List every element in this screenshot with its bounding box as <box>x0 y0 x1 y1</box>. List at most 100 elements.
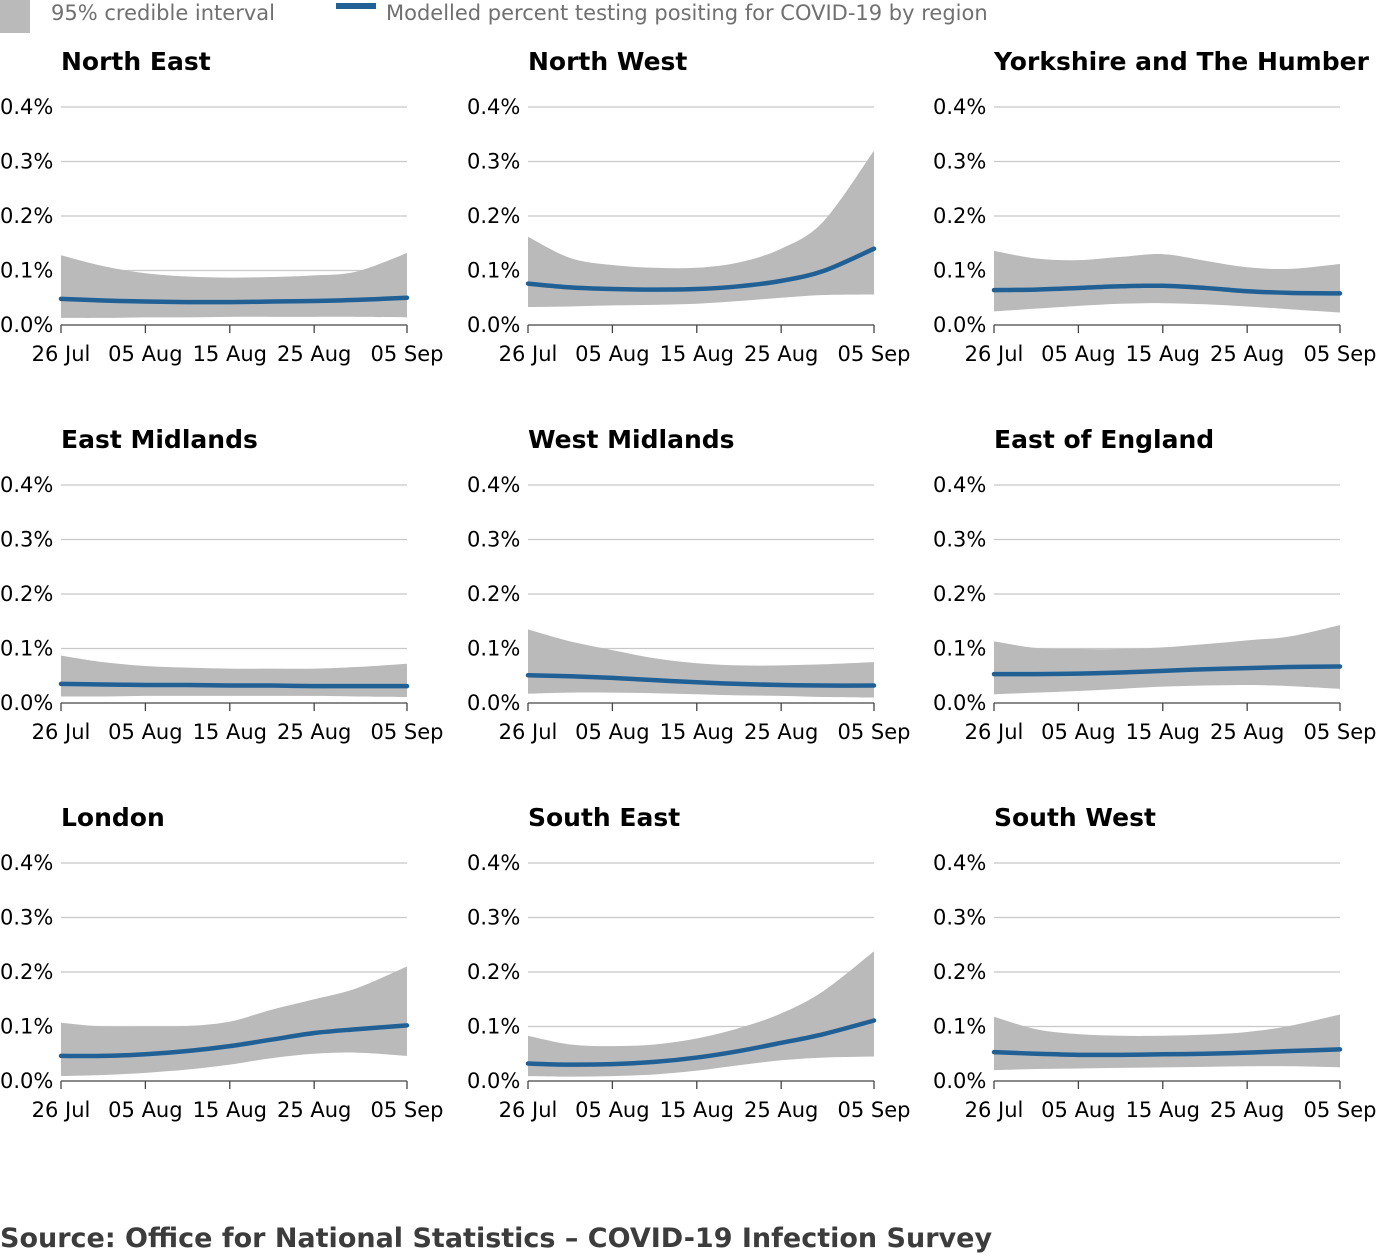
legend-band-swatch <box>0 0 30 33</box>
y-tick-label: 0.3% <box>0 528 53 552</box>
y-tick-label: 0.2% <box>933 582 986 606</box>
x-tick-label: 25 Aug <box>277 342 351 366</box>
y-tick-label: 0.2% <box>467 960 520 984</box>
y-tick-label: 0.3% <box>933 906 986 930</box>
credible-interval-band <box>528 629 874 698</box>
y-tick-label: 0.4% <box>467 473 520 497</box>
x-tick-label: 26 Jul <box>499 342 558 366</box>
x-tick-label: 26 Jul <box>32 1098 91 1122</box>
panel-title: London <box>61 803 165 832</box>
x-tick-label: 26 Jul <box>499 1098 558 1122</box>
x-tick-label: 05 Aug <box>108 720 182 744</box>
y-tick-label: 0.3% <box>933 150 986 174</box>
x-tick-label: 05 Sep <box>838 720 911 744</box>
credible-interval-band <box>994 625 1340 695</box>
modelled-line <box>58 1023 410 1059</box>
y-tick-label: 0.2% <box>933 960 986 984</box>
x-tick-label: 05 Sep <box>1304 720 1377 744</box>
x-tick-label: 25 Aug <box>1210 720 1284 744</box>
y-tick-label: 0.1% <box>0 1015 53 1039</box>
credible-interval-band <box>61 966 407 1077</box>
y-tick-label: 0.4% <box>933 473 986 497</box>
x-tick-label: 15 Aug <box>660 342 734 366</box>
panel-west-midlands: West Midlands 0.0% 0.1% 0.2% 0.3% 0.4% 26 Jul 0… <box>467 425 910 744</box>
y-tick-label: 0.0% <box>467 1069 520 1093</box>
x-tick-label: 26 Jul <box>32 342 91 366</box>
legend: 95% credible interval Modelled percent t… <box>0 0 988 33</box>
modelled-line <box>525 672 877 688</box>
panel-title: South West <box>994 803 1156 832</box>
x-tick-label: 25 Aug <box>744 720 818 744</box>
credible-interval-band <box>528 951 874 1077</box>
x-tick-label: 05 Sep <box>1304 1098 1377 1122</box>
x-tick-label: 05 Sep <box>371 342 444 366</box>
panel-title: North West <box>528 47 687 76</box>
y-tick-label: 0.3% <box>0 150 53 174</box>
x-tick-label: 05 Sep <box>371 720 444 744</box>
x-tick-label: 26 Jul <box>32 720 91 744</box>
x-tick-label: 15 Aug <box>193 720 267 744</box>
x-tick-label: 05 Aug <box>1041 342 1115 366</box>
x-tick-label: 25 Aug <box>277 720 351 744</box>
legend-line-swatch <box>336 3 376 9</box>
y-tick-label: 0.4% <box>933 851 986 875</box>
panels: North East 0.0% 0.1% 0.2% 0.3% 0.4% 26 Jul 05 A… <box>0 47 1376 1122</box>
panel-yorkshire-and-the-humber: Yorkshire and The Humber 0.0% 0.1% 0.2% 0.3%… <box>933 47 1376 366</box>
panel-title: West Midlands <box>528 425 735 454</box>
y-tick-label: 0.4% <box>0 851 53 875</box>
x-tick-label: 05 Aug <box>575 1098 649 1122</box>
y-tick-label: 0.2% <box>0 204 53 228</box>
panel-title: East of England <box>994 425 1214 454</box>
panel-east-of-england: East of England 0.0% 0.1% 0.2% 0.3% 0.4% 26 Ju… <box>933 425 1376 744</box>
y-tick-label: 0.4% <box>467 95 520 119</box>
y-tick-label: 0.1% <box>467 637 520 661</box>
panel-title: East Midlands <box>61 425 258 454</box>
modelled-line <box>58 295 410 305</box>
credible-interval-band <box>528 150 874 308</box>
modelled-line <box>991 1047 1343 1058</box>
y-tick-label: 0.0% <box>0 1069 53 1093</box>
x-tick-label: 15 Aug <box>193 1098 267 1122</box>
y-tick-label: 0.0% <box>933 313 986 337</box>
x-tick-label: 05 Aug <box>1041 1098 1115 1122</box>
x-tick-label: 25 Aug <box>744 342 818 366</box>
y-tick-label: 0.4% <box>0 473 53 497</box>
y-tick-label: 0.1% <box>933 637 986 661</box>
y-tick-label: 0.2% <box>933 204 986 228</box>
panel-north-west: North West 0.0% 0.1% 0.2% 0.3% 0.4% 26 Jul 05 A… <box>467 47 910 366</box>
x-tick-label: 05 Sep <box>838 1098 911 1122</box>
y-tick-label: 0.2% <box>0 582 53 606</box>
x-tick-label: 15 Aug <box>193 342 267 366</box>
x-tick-label: 05 Aug <box>1041 720 1115 744</box>
y-tick-label: 0.1% <box>0 259 53 283</box>
y-tick-label: 0.2% <box>467 204 520 228</box>
x-tick-label: 15 Aug <box>660 1098 734 1122</box>
x-tick-label: 26 Jul <box>965 342 1024 366</box>
legend-band-label: 95% credible interval <box>51 1 275 25</box>
x-tick-label: 26 Jul <box>499 720 558 744</box>
x-tick-label: 15 Aug <box>1126 720 1200 744</box>
y-tick-label: 0.2% <box>0 960 53 984</box>
modelled-line <box>991 283 1343 296</box>
y-tick-label: 0.0% <box>0 691 53 715</box>
y-tick-label: 0.2% <box>467 582 520 606</box>
y-tick-label: 0.1% <box>467 1015 520 1039</box>
y-tick-label: 0.0% <box>467 691 520 715</box>
panel-london: London 0.0% 0.1% 0.2% 0.3% 0.4% 26 Jul 05 Aug 15… <box>0 803 443 1122</box>
panel-title: North East <box>61 47 211 76</box>
y-tick-label: 0.4% <box>467 851 520 875</box>
x-tick-label: 05 Aug <box>108 1098 182 1122</box>
panel-title: Yorkshire and The Humber <box>993 47 1370 76</box>
y-tick-label: 0.0% <box>0 313 53 337</box>
x-tick-label: 15 Aug <box>1126 342 1200 366</box>
x-tick-label: 15 Aug <box>1126 1098 1200 1122</box>
y-tick-label: 0.1% <box>467 259 520 283</box>
modelled-line <box>525 1018 877 1067</box>
modelled-line <box>991 664 1343 677</box>
y-tick-label: 0.0% <box>933 1069 986 1093</box>
x-tick-label: 05 Sep <box>1304 342 1377 366</box>
credible-interval-band <box>61 655 407 697</box>
y-tick-label: 0.4% <box>0 95 53 119</box>
y-tick-label: 0.1% <box>933 259 986 283</box>
